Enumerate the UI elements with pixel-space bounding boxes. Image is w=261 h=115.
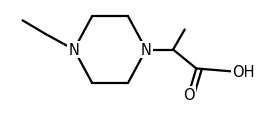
Text: O: O: [183, 87, 194, 102]
Text: OH: OH: [232, 64, 255, 79]
Text: N: N: [141, 43, 152, 58]
Text: N: N: [69, 43, 79, 58]
